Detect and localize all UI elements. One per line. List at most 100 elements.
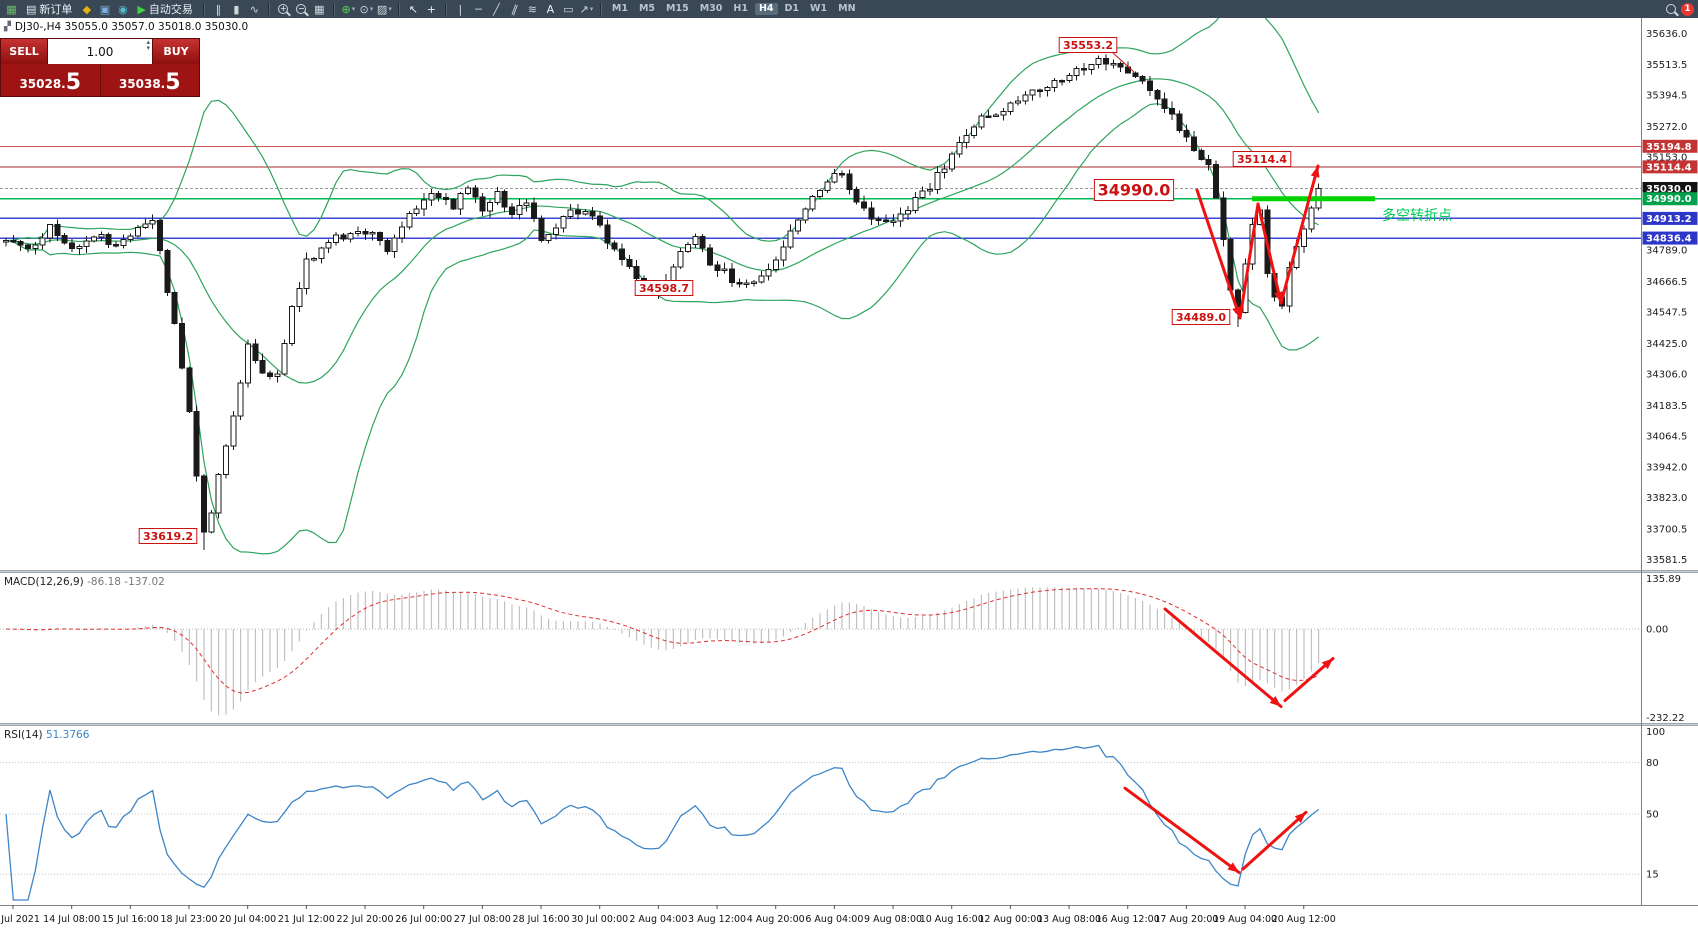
- profiles-icon[interactable]: ▣: [99, 2, 111, 16]
- time-axis-label: 22 Jul 20:00: [337, 914, 394, 925]
- svg-text:34990.0: 34990.0: [1646, 194, 1692, 205]
- macd-arrows[interactable]: [1163, 607, 1335, 708]
- vertical-line-icon[interactable]: |: [458, 2, 463, 16]
- time-axis-label: 19 Aug 04:00: [1213, 914, 1277, 925]
- new-order-button[interactable]: ▤ 新订单: [26, 2, 73, 16]
- one-click-trading-panel: SELL ▴▾ BUY 35028.5 35038.5: [0, 38, 200, 97]
- trend-arrows[interactable]: [1195, 164, 1320, 320]
- price-axis-label: 33700.5: [1646, 525, 1687, 536]
- rsi-axis-label: 80: [1646, 758, 1659, 769]
- price-axis-label: 34425.0: [1646, 339, 1687, 350]
- macd-axis-label: 135.89: [1646, 574, 1681, 585]
- price-tag: [1642, 139, 1698, 153]
- toolbar-separator: [332, 3, 335, 15]
- price-axis-label: 35153.0: [1646, 152, 1687, 163]
- favorites-icon[interactable]: ◆: [82, 2, 92, 16]
- price-annotations[interactable]: 35553.2 35114.4 34990.0 34598.7 34489.0 33619…: [138, 37, 1452, 544]
- time-axis-label: 21 Jul 12:00: [278, 914, 335, 925]
- candlestick-chart-icon[interactable]: ▮: [233, 2, 240, 16]
- crosshair-icon[interactable]: +: [426, 2, 436, 16]
- macd-label: MACD(12,26,9) -86.18 -137.02: [4, 576, 165, 588]
- spin-up-icon[interactable]: ▴: [146, 38, 150, 46]
- buy-price: 35038. 5: [118, 70, 181, 96]
- panel-splitter[interactable]: [0, 570, 1698, 573]
- horizontal-line-icon[interactable]: ─: [475, 2, 482, 16]
- bar-chart-icon[interactable]: ‖: [215, 2, 222, 16]
- market-watch-icon[interactable]: ◉: [118, 2, 128, 16]
- time-axis-label: 2 Aug 04:00: [629, 914, 687, 925]
- time-axis-label: 13 Jul 2021: [0, 914, 40, 925]
- time-axis-label: 13 Aug 08:00: [1037, 914, 1101, 925]
- templates-icon[interactable]: ▨ ▾: [376, 2, 392, 16]
- price-label-35114.4: 35114.4: [1237, 153, 1287, 166]
- price-axis-label: 35272.0: [1646, 122, 1687, 133]
- svg-text:35030.0: 35030.0: [1646, 184, 1692, 195]
- svg-text:35114.4: 35114.4: [1646, 162, 1692, 173]
- chart-icon: ▞: [4, 22, 11, 32]
- timeframe-m15[interactable]: M15: [666, 3, 689, 15]
- rsi-axis-label: 100: [1646, 727, 1665, 738]
- price-axis-label: 34789.0: [1646, 246, 1687, 257]
- price-axis[interactable]: 35636.0 35513.5 35394.5 35272.0 35153.0 34789…: [1641, 18, 1698, 905]
- search-icon[interactable]: [1663, 2, 1678, 17]
- rsi-axis-label: 15: [1646, 870, 1659, 881]
- timeframe-w1[interactable]: W1: [810, 3, 828, 15]
- chart-window-icon[interactable]: ▦: [6, 2, 17, 16]
- time-axis-label: 20 Jul 04:00: [219, 914, 276, 925]
- price-label-33619.2: 33619.2: [143, 530, 193, 543]
- time-axis-label: 3 Aug 12:00: [688, 914, 746, 925]
- toolbar-separator: [267, 3, 270, 15]
- periods-icon[interactable]: ⊙ ▾: [359, 2, 374, 16]
- zoom-out-icon[interactable]: −: [296, 4, 307, 14]
- text-label-icon[interactable]: ▭: [563, 2, 574, 16]
- text-tool-icon[interactable]: A: [546, 2, 555, 16]
- macd-axis-label: 0.00: [1646, 625, 1668, 636]
- timeframe-m5[interactable]: M5: [638, 3, 656, 15]
- timeframe-m30[interactable]: M30: [699, 3, 723, 15]
- timeframe-h1[interactable]: H1: [733, 3, 748, 15]
- sell-price: 35028. 5: [19, 70, 82, 96]
- spin-down-icon[interactable]: ▾: [146, 43, 150, 52]
- cursor-icon[interactable]: ↖: [408, 2, 418, 16]
- equidistant-channel-icon[interactable]: ∥: [509, 1, 520, 17]
- time-axis-label: 10 Aug 16:00: [920, 914, 984, 925]
- time-axis-label: 18 Jul 23:00: [161, 914, 218, 925]
- price-axis-label: 35636.0: [1646, 29, 1687, 40]
- buy-button[interactable]: BUY: [153, 39, 199, 64]
- indicators-icon[interactable]: ⊕ ▾: [341, 2, 356, 16]
- tile-windows-icon[interactable]: ▦: [314, 2, 325, 16]
- svg-text:34913.2: 34913.2: [1646, 214, 1692, 225]
- rsi-arrows[interactable]: [1123, 786, 1308, 874]
- trendline-icon[interactable]: ╱: [493, 2, 500, 16]
- autotrading-button[interactable]: ▶ 自动交易: [137, 2, 193, 16]
- volume-spinner[interactable]: ▴ ▾: [146, 38, 150, 52]
- sell-button[interactable]: SELL: [1, 39, 47, 64]
- timeframe-mn[interactable]: MN: [838, 3, 856, 15]
- zoom-in-icon[interactable]: +: [278, 4, 289, 14]
- time-axis-label: 9 Aug 08:00: [864, 914, 922, 925]
- time-axis-label: 27 Jul 08:00: [454, 914, 511, 925]
- timeframe-m1[interactable]: M1: [611, 3, 628, 15]
- volume-field: ▴▾: [47, 39, 153, 64]
- timeframe-d1[interactable]: D1: [784, 3, 800, 15]
- line-chart-icon[interactable]: ∿: [249, 2, 259, 16]
- time-axis-label: 20 Aug 12:00: [1272, 914, 1336, 925]
- time-axis-label: 14 Jul 08:00: [43, 914, 100, 925]
- toolbar-separator: [202, 3, 205, 15]
- price-axis-label: 34306.0: [1646, 369, 1687, 380]
- notification-badge[interactable]: 1: [1681, 2, 1694, 16]
- svg-text:35194.8: 35194.8: [1646, 142, 1692, 153]
- panel-splitter[interactable]: [0, 723, 1698, 726]
- rsi-label: RSI(14) 51.3766: [4, 729, 90, 741]
- price-label-34598.7: 34598.7: [639, 282, 689, 295]
- timeframe-h4[interactable]: H4: [754, 3, 778, 15]
- turning-point-note: 多空转折点: [1382, 207, 1452, 224]
- price-axis-label: 34183.5: [1646, 401, 1687, 412]
- fibonacci-icon[interactable]: ≋: [527, 2, 537, 16]
- arrows-tool-icon[interactable]: ↗ ▾: [579, 2, 594, 16]
- price-label-34990.0: 34990.0: [1098, 181, 1171, 200]
- volume-input[interactable]: [66, 43, 134, 60]
